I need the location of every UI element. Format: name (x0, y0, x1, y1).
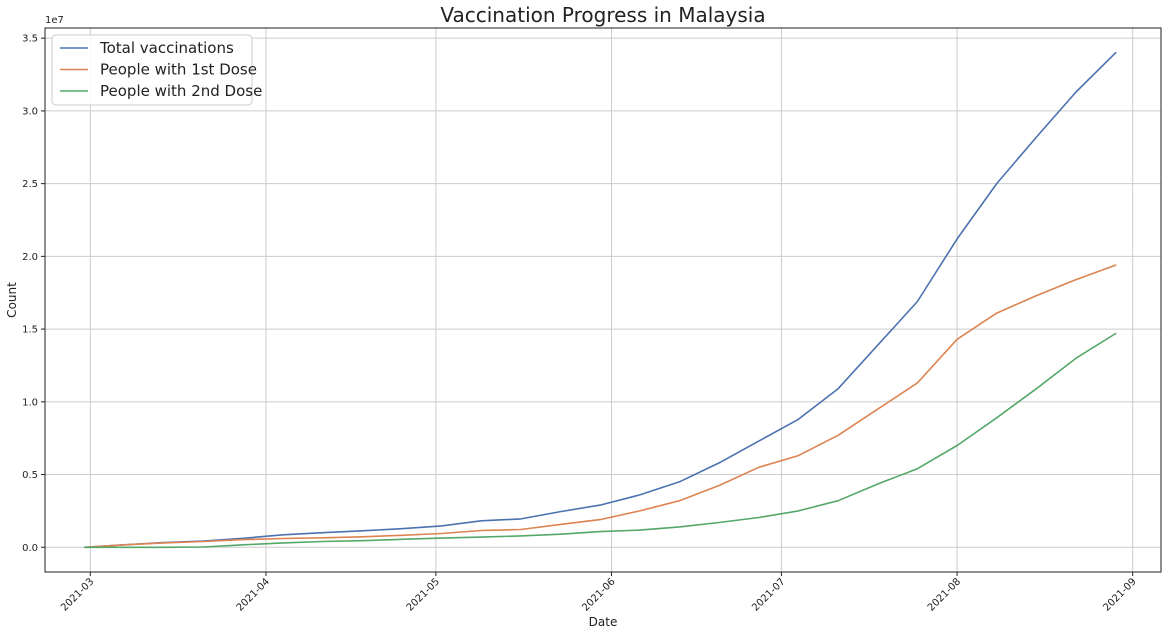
x-tick-label: 2021-05 (405, 576, 442, 613)
series-line (83, 51, 1117, 549)
x-axis-label: Date (589, 615, 618, 629)
y-tick-label: 2.5 (22, 179, 38, 190)
x-tick-label: 2021-04 (235, 576, 272, 613)
legend-label: People with 2nd Dose (100, 82, 262, 100)
x-tick-label: 2021-06 (580, 576, 617, 613)
x-tick-label: 2021-07 (750, 576, 787, 613)
y-tick-label: 0.5 (22, 470, 38, 481)
y-tick-label: 3.0 (22, 106, 38, 117)
legend-label: Total vaccinations (99, 39, 234, 57)
x-tick-label: 2021-03 (59, 576, 96, 613)
chart-title: Vaccination Progress in Malaysia (440, 3, 765, 27)
y-axis-ticks: 0.0 0.5 1.0 1.5 2.0 2.5 3.0 3.5 (22, 34, 45, 554)
y-tick-label: 1.0 (22, 397, 38, 408)
y-axis-label: Count (5, 282, 19, 318)
plot-frame (44, 27, 1162, 573)
legend: Total vaccinations People with 1st Dose Pe… (51, 34, 262, 106)
y-tick-label: 1.5 (22, 325, 38, 336)
y-tick-label: 3.5 (22, 34, 38, 45)
y-tick-label: 2.0 (22, 252, 38, 263)
legend-box (51, 34, 253, 106)
series-line (83, 332, 1117, 549)
grid (45, 28, 1161, 572)
x-axis-ticks: 2021-03 2021-04 2021-05 2021-06 2021-07 2021-… (59, 572, 1139, 614)
y-tick-label: 0.0 (22, 543, 38, 554)
x-tick-label: 2021-09 (1101, 576, 1138, 613)
legend-label: People with 1st Dose (100, 61, 257, 79)
x-tick-label: 2021-08 (926, 576, 963, 613)
series-layer (83, 51, 1117, 549)
series-line (83, 264, 1117, 549)
y-axis-offset-label: 1e7 (45, 15, 64, 26)
